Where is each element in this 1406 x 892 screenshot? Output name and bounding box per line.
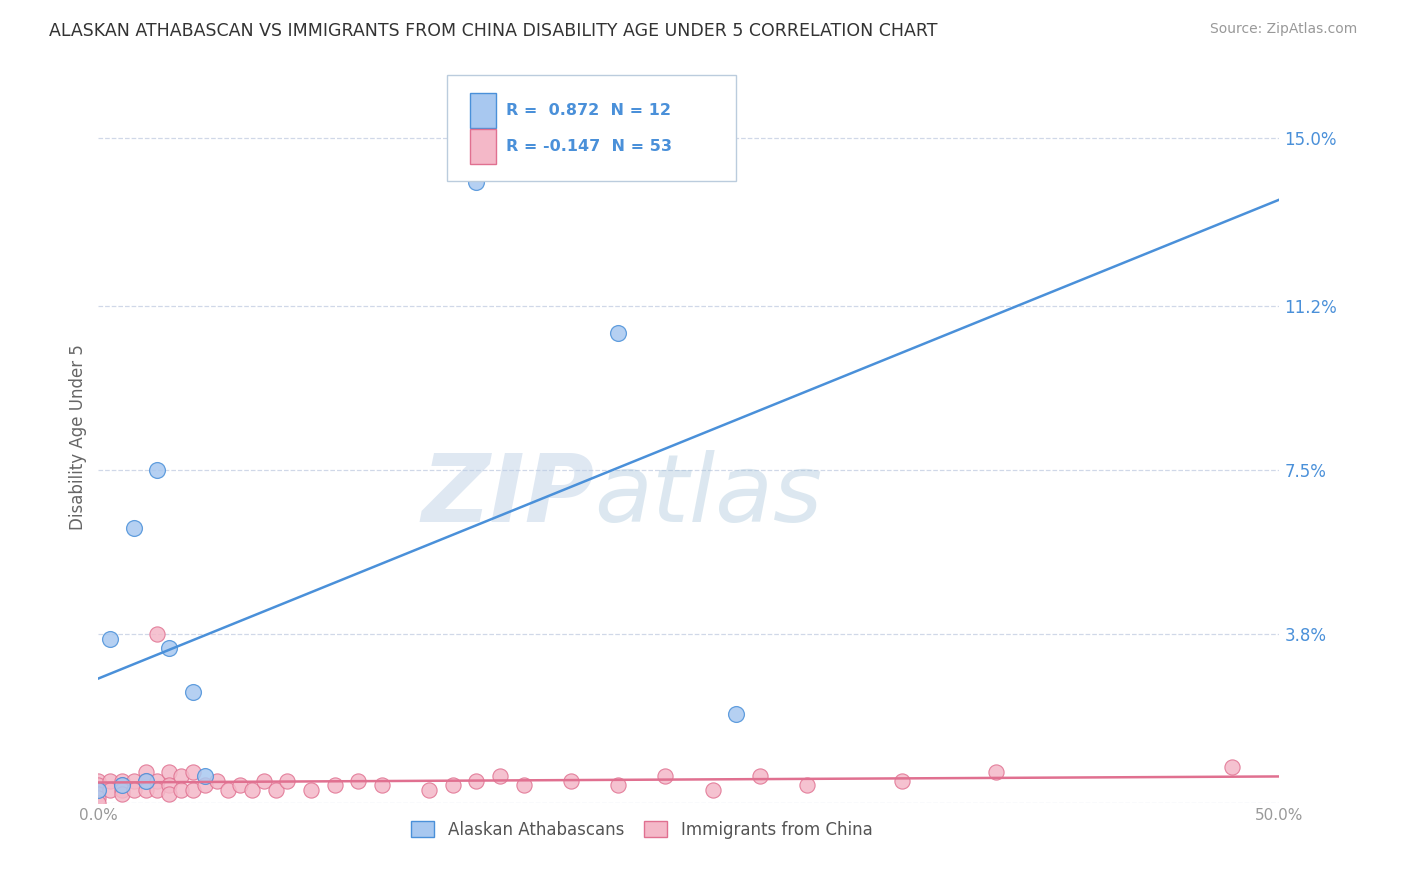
Point	[654, 769, 676, 783]
Point	[181, 685, 204, 699]
Point	[181, 782, 204, 797]
Text: R = -0.147  N = 53: R = -0.147 N = 53	[506, 139, 672, 154]
Point	[146, 463, 169, 477]
Point	[87, 787, 110, 801]
Text: Source: ZipAtlas.com: Source: ZipAtlas.com	[1209, 22, 1357, 37]
Text: R =  0.872  N = 12: R = 0.872 N = 12	[506, 103, 671, 118]
Point	[229, 778, 252, 792]
Point	[725, 707, 748, 722]
Point	[264, 782, 287, 797]
Point	[170, 782, 193, 797]
Point	[181, 764, 204, 779]
Point	[98, 782, 121, 797]
FancyBboxPatch shape	[447, 75, 737, 181]
Point	[560, 773, 582, 788]
Legend: Alaskan Athabascans, Immigrants from China: Alaskan Athabascans, Immigrants from Chi…	[405, 814, 879, 846]
Point	[135, 773, 157, 788]
Point	[441, 778, 464, 792]
Point	[240, 782, 263, 797]
Point	[122, 773, 145, 788]
Point	[157, 640, 180, 655]
Point	[146, 782, 169, 797]
FancyBboxPatch shape	[471, 129, 496, 164]
Point	[146, 773, 169, 788]
Point	[371, 778, 394, 792]
Point	[146, 627, 169, 641]
Point	[87, 782, 110, 797]
Point	[135, 773, 157, 788]
Point	[217, 782, 239, 797]
Point	[253, 773, 276, 788]
Point	[87, 782, 110, 797]
Point	[323, 778, 346, 792]
Point	[87, 773, 110, 788]
Point	[796, 778, 818, 792]
Point	[194, 769, 217, 783]
Point	[890, 773, 912, 788]
Point	[111, 773, 134, 788]
Text: atlas: atlas	[595, 450, 823, 541]
Point	[1220, 760, 1243, 774]
Text: ZIP: ZIP	[422, 450, 595, 541]
Point	[984, 764, 1007, 779]
Point	[111, 778, 134, 792]
Y-axis label: Disability Age Under 5: Disability Age Under 5	[69, 344, 87, 530]
Point	[111, 787, 134, 801]
Point	[170, 769, 193, 783]
Point	[87, 778, 110, 792]
Point	[87, 791, 110, 805]
Point	[122, 521, 145, 535]
Point	[135, 782, 157, 797]
Point	[98, 773, 121, 788]
Point	[135, 764, 157, 779]
Point	[98, 632, 121, 646]
Point	[122, 782, 145, 797]
Point	[205, 773, 228, 788]
Point	[607, 326, 630, 340]
Point	[157, 787, 180, 801]
Point	[465, 773, 488, 788]
Point	[748, 769, 770, 783]
Point	[299, 782, 322, 797]
Point	[276, 773, 298, 788]
Point	[702, 782, 724, 797]
FancyBboxPatch shape	[471, 93, 496, 128]
Point	[111, 782, 134, 797]
Point	[157, 764, 180, 779]
Text: ALASKAN ATHABASCAN VS IMMIGRANTS FROM CHINA DISABILITY AGE UNDER 5 CORRELATION C: ALASKAN ATHABASCAN VS IMMIGRANTS FROM CH…	[49, 22, 938, 40]
Point	[607, 778, 630, 792]
Point	[418, 782, 440, 797]
Point	[465, 175, 488, 189]
Point	[157, 778, 180, 792]
Point	[347, 773, 370, 788]
Point	[512, 778, 534, 792]
Point	[87, 796, 110, 810]
Point	[194, 778, 217, 792]
Point	[489, 769, 512, 783]
Point	[111, 778, 134, 792]
